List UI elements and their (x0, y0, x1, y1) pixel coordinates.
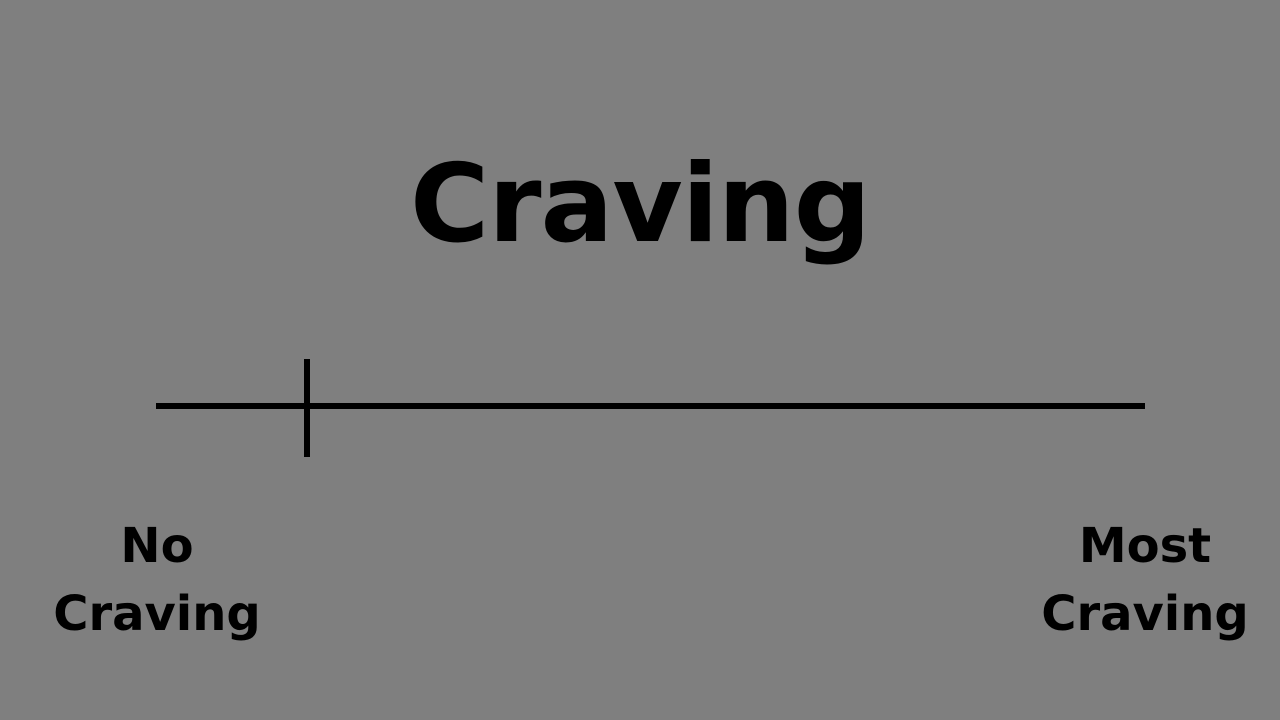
page-title: Craving (409, 142, 871, 267)
scale-left-anchor: No Craving (47, 512, 267, 648)
rating-scale-line (156, 403, 1145, 409)
right-anchor-line1: Most (1078, 518, 1212, 574)
scale-right-anchor: Most Craving (1035, 512, 1255, 648)
left-anchor-line1: No (120, 518, 194, 574)
left-anchor-line2: Craving (53, 586, 261, 642)
right-anchor-line2: Craving (1041, 586, 1249, 642)
rating-marker[interactable] (304, 359, 311, 457)
